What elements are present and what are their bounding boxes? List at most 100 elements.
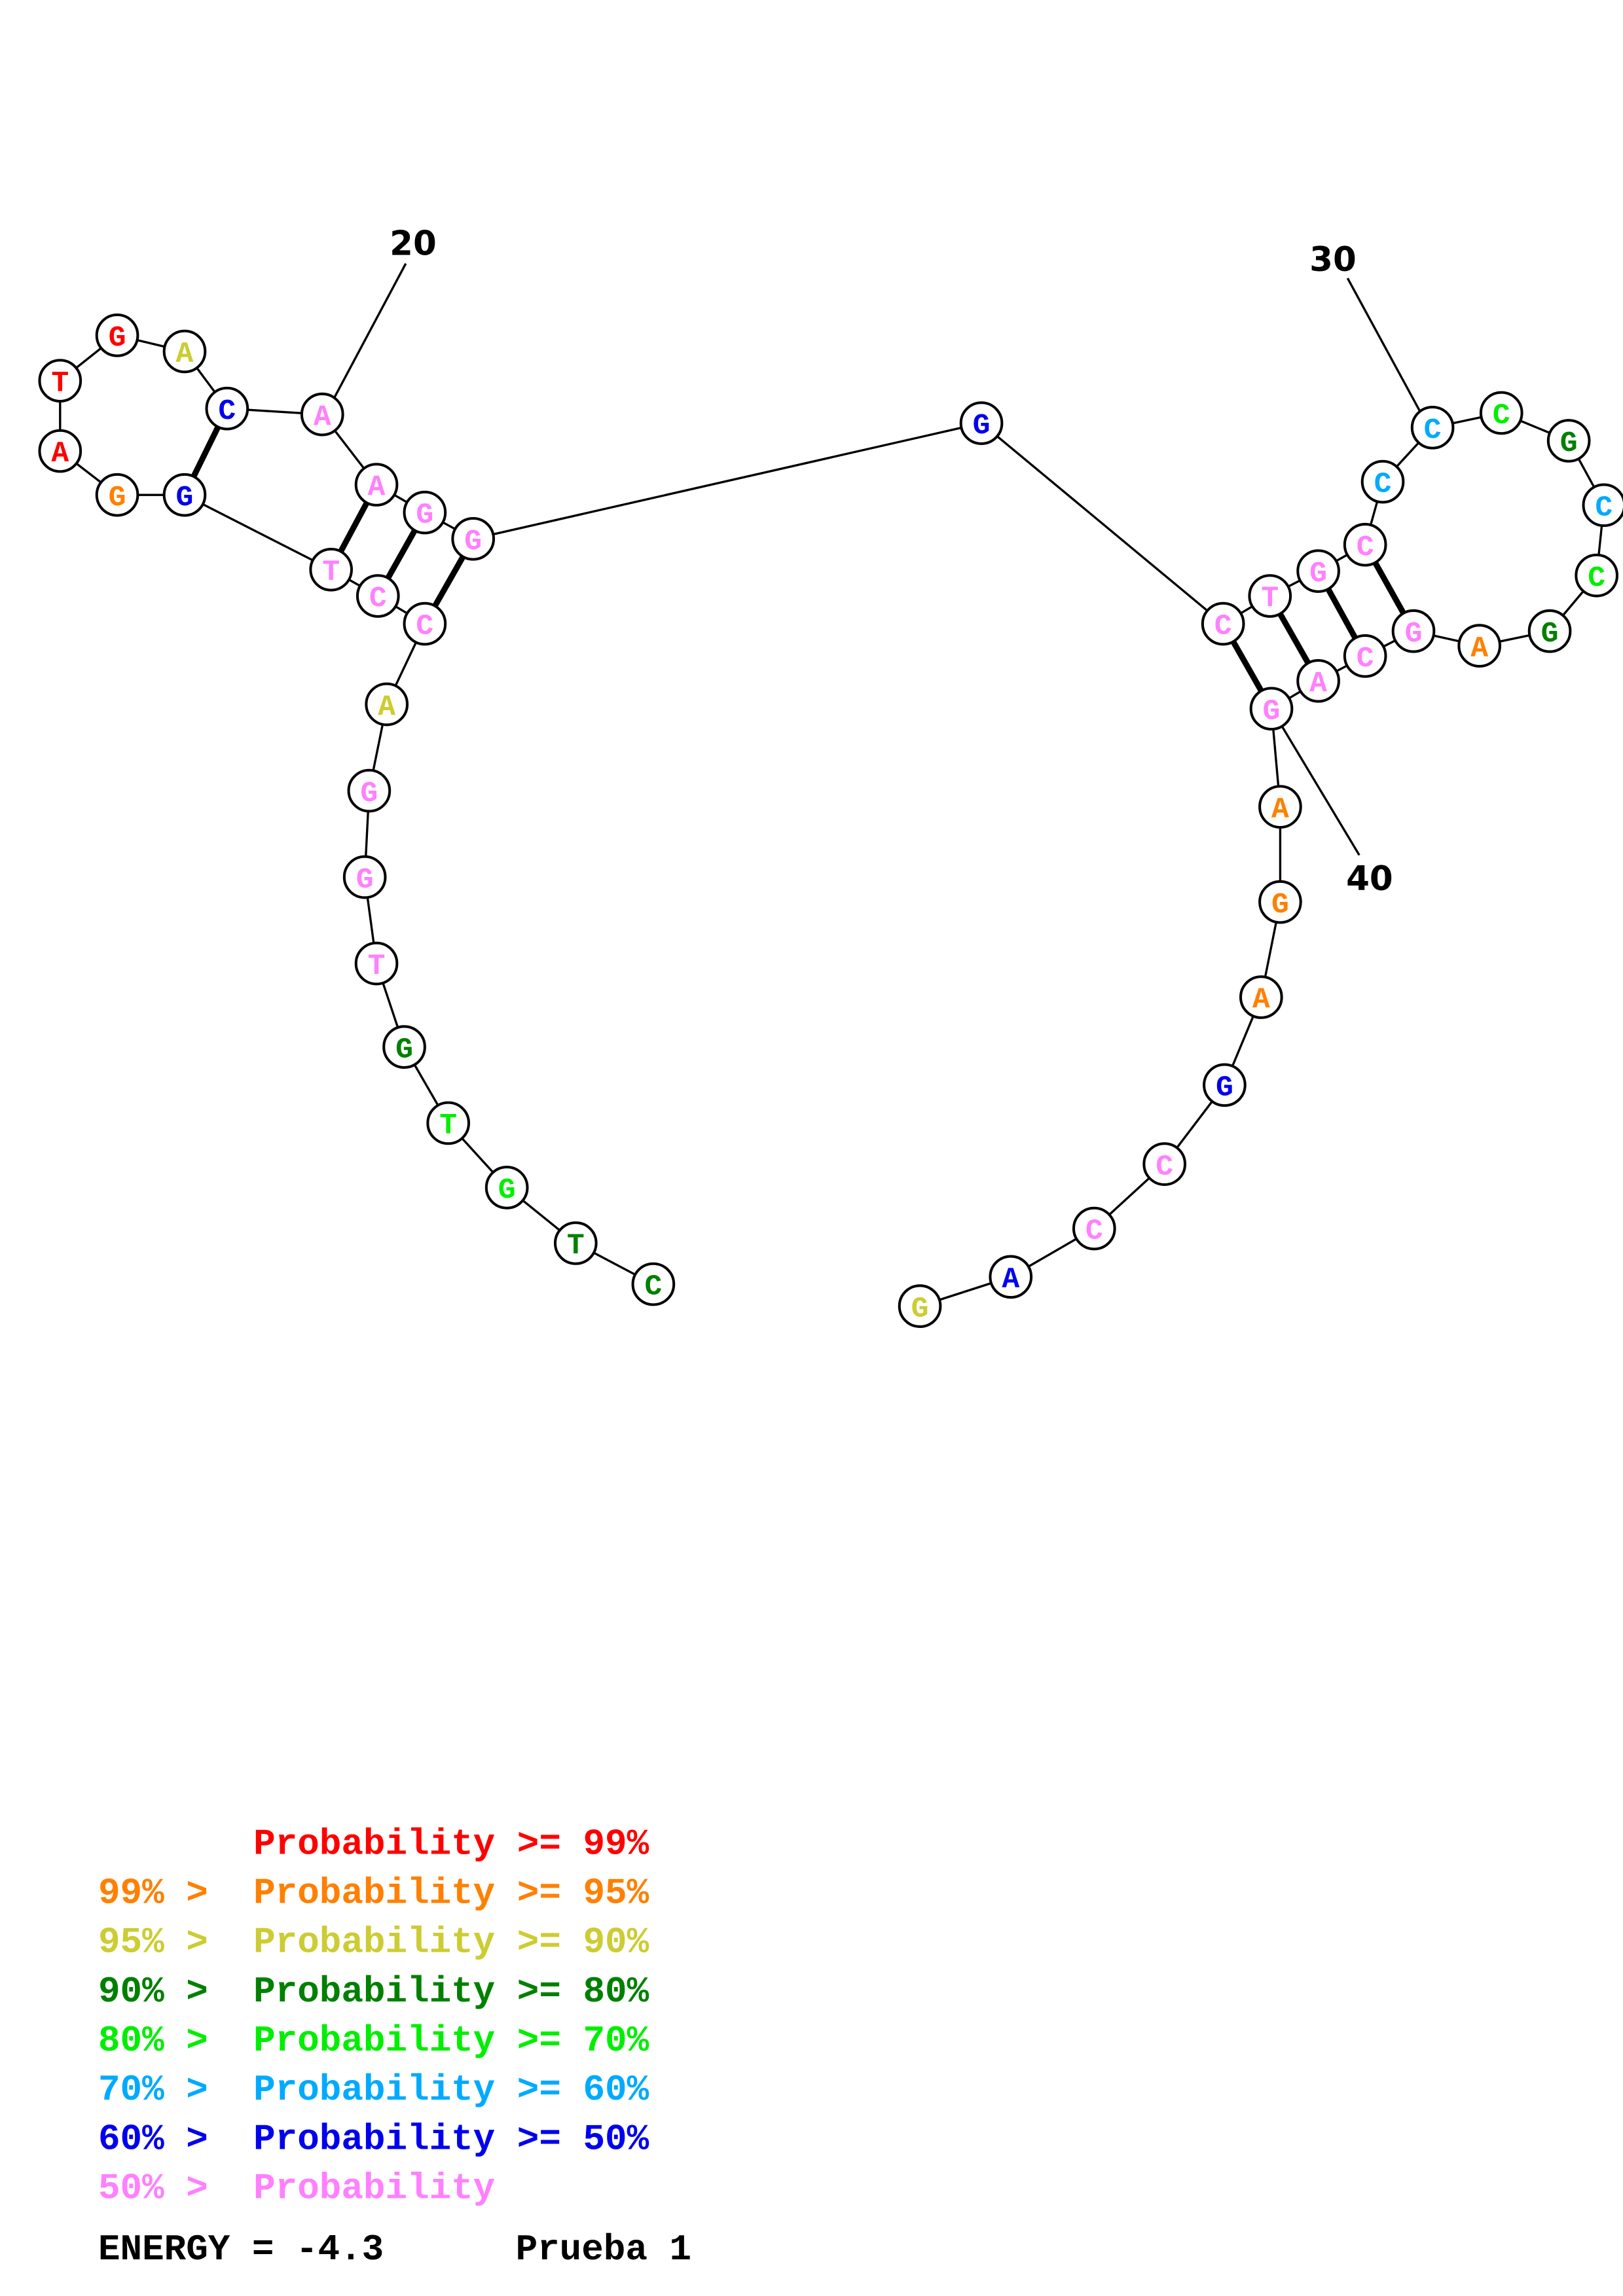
nucleotide: A xyxy=(1258,785,1302,829)
nucleotide-circle xyxy=(1258,785,1302,829)
nucleotide-base: T xyxy=(322,556,340,589)
nucleotide: G xyxy=(1296,549,1340,593)
nucleotide: G xyxy=(95,473,139,517)
nucleotide: T xyxy=(38,359,82,403)
nucleotide-circle xyxy=(38,359,82,403)
nucleotide-base: C xyxy=(1588,562,1605,595)
energy-label: ENERGY = -4.3 xyxy=(98,2229,384,2270)
nucleotide: C xyxy=(356,574,400,618)
nucleotide-circle xyxy=(426,1101,470,1145)
nucleotide-base: G xyxy=(360,778,378,810)
nucleotide: G xyxy=(382,1025,426,1069)
legend-range: Probability >= 90% xyxy=(253,1922,649,1964)
backbone-segment xyxy=(980,422,1224,625)
position-label-40: 40 xyxy=(1346,859,1393,899)
nucleotide-base: C xyxy=(1156,1151,1173,1183)
legend-range: Probability >= 95% xyxy=(253,1873,649,1914)
legend-threshold: 80% > xyxy=(98,2020,208,2062)
structure-title: Prueba 1 xyxy=(516,2229,691,2270)
nucleotide: G xyxy=(403,490,447,535)
nucleotide-circle xyxy=(309,547,354,592)
nucleotide: G xyxy=(1391,609,1436,653)
nucleotide: G xyxy=(347,768,392,813)
nucleotide-circle xyxy=(205,386,249,431)
nucleotide-base: C xyxy=(1374,469,1392,501)
nucleotide-base: C xyxy=(1424,414,1442,447)
nucleotide-base: G xyxy=(109,482,126,514)
nucleotide-circle xyxy=(1249,687,1294,731)
nucleotide: A xyxy=(38,429,82,473)
nucleotide-circle xyxy=(354,463,399,507)
nucleotide-base: A xyxy=(314,401,331,434)
nucleotide-base: A xyxy=(51,438,69,471)
nucleotide: A xyxy=(354,463,399,507)
nucleotide: C xyxy=(1343,634,1387,678)
nucleotide-circle xyxy=(1575,553,1618,598)
nucleotide-circle xyxy=(342,855,387,899)
nucleotide-circle xyxy=(1296,549,1340,593)
nucleotide-base: G xyxy=(1216,1071,1233,1104)
nucleotide: A xyxy=(1296,658,1340,703)
nucleotide-circle xyxy=(1296,658,1340,703)
nucleotide-base: C xyxy=(644,1271,662,1304)
nucleotide: G xyxy=(1258,880,1302,924)
nucleotide-base: C xyxy=(1085,1215,1103,1248)
nucleotide-circle xyxy=(1201,601,1245,646)
nucleotide-circle xyxy=(1343,522,1387,567)
legend-threshold: 70% > xyxy=(98,2069,208,2111)
nucleotide-circle xyxy=(451,516,496,561)
nucleotide-circle xyxy=(631,1262,676,1306)
nucleotide: C xyxy=(1201,601,1245,646)
nucleotide-circle xyxy=(356,574,400,618)
nucleotide-base: C xyxy=(1357,643,1374,675)
nucleotide: G xyxy=(484,1166,529,1210)
nucleotide-circle xyxy=(1248,574,1292,618)
nucleotide-circle xyxy=(989,1255,1033,1299)
nucleotide: C xyxy=(1575,553,1618,598)
nucleotide: G xyxy=(162,473,207,517)
legend-threshold: 60% > xyxy=(98,2118,208,2160)
nucleotide: A xyxy=(1239,975,1283,1019)
nucleotide-circle xyxy=(1258,880,1302,924)
legend-range: Probability >= 50% xyxy=(253,2118,649,2160)
nucleotide-circle xyxy=(1072,1206,1116,1251)
nucleotide-base: G xyxy=(498,1174,516,1207)
nucleotide-circle xyxy=(1391,609,1436,653)
nucleotide: A xyxy=(162,329,207,374)
nucleotide: T xyxy=(553,1221,598,1265)
nucleotide-base: T xyxy=(51,367,69,400)
nucleotide-circle xyxy=(1410,405,1455,450)
nucleotide-base: G xyxy=(1263,695,1281,728)
tick-line-40 xyxy=(1279,723,1360,856)
base-pairs xyxy=(181,407,1416,711)
legend-threshold: 50% > xyxy=(98,2168,208,2210)
nucleotide-circle xyxy=(347,768,392,813)
nucleotide: G xyxy=(1203,1063,1247,1107)
legend-range: Probability >= 80% xyxy=(253,1971,649,2013)
nucleotide: C xyxy=(1343,522,1387,567)
nucleotide-base: C xyxy=(218,395,236,428)
legend-range: Probability >= 99% xyxy=(253,1823,649,1865)
nucleotide-base: C xyxy=(1595,492,1613,525)
nucleotide-circle xyxy=(403,601,447,646)
nucleotide-circle xyxy=(365,682,409,726)
nucleotide: A xyxy=(300,392,344,437)
nucleotide-base: A xyxy=(1309,668,1327,700)
nucleotide-base: T xyxy=(368,950,386,983)
tick-line-20 xyxy=(333,262,407,399)
nucleotide-base: G xyxy=(356,864,374,897)
nucleotide: C xyxy=(1479,391,1523,435)
nucleotide: C xyxy=(205,386,249,431)
legend-range: Probability >= 70% xyxy=(253,2020,649,2062)
nucleotide-base: G xyxy=(416,499,433,532)
nucleotide: A xyxy=(365,682,409,726)
nucleotide-circle xyxy=(1546,419,1591,463)
nucleotide-base: C xyxy=(1357,531,1374,564)
nucleotide-circle xyxy=(382,1025,426,1069)
nucleotide-circle xyxy=(1360,459,1405,504)
nucleotide: A xyxy=(1457,624,1502,668)
nucleotide: G xyxy=(1249,687,1294,731)
nucleotide-circle xyxy=(1479,391,1523,435)
nucleotide: C xyxy=(1410,405,1455,450)
